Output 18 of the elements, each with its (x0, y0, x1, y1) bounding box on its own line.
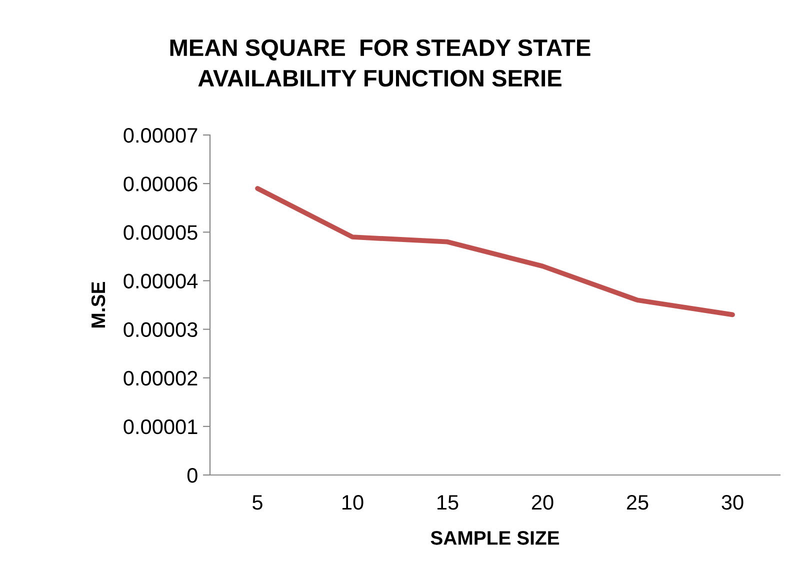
x-axis-title: SAMPLE SIZE (430, 531, 560, 545)
y-tick-label: 0.00004 (124, 274, 198, 288)
y-axis-title: M.SE (91, 282, 106, 328)
y-tick-label: 0 (187, 468, 198, 483)
y-tick-label: 0.00003 (124, 322, 198, 338)
y-tick-label: 0.00005 (124, 225, 198, 240)
x-tick-label: 5 (252, 495, 262, 510)
x-tick-label: 30 (722, 494, 744, 510)
x-tick-label: 25 (626, 494, 648, 510)
y-tick-label: 0.00001 (124, 419, 198, 434)
y-tick-label: 0.00007 (124, 128, 198, 143)
y-tick-label: 0.00002 (124, 370, 198, 386)
y-tick-label: 0.00006 (124, 176, 198, 192)
x-tick-label: 15 (438, 495, 458, 510)
x-tick-label: 20 (532, 494, 554, 510)
chart-title: MEAN SQUARE FOR STEADY STATE AVAILABILITY FUNCTION SERIE (170, 39, 590, 87)
line-series (255, 186, 735, 318)
x-tick-label: 10 (342, 494, 364, 510)
